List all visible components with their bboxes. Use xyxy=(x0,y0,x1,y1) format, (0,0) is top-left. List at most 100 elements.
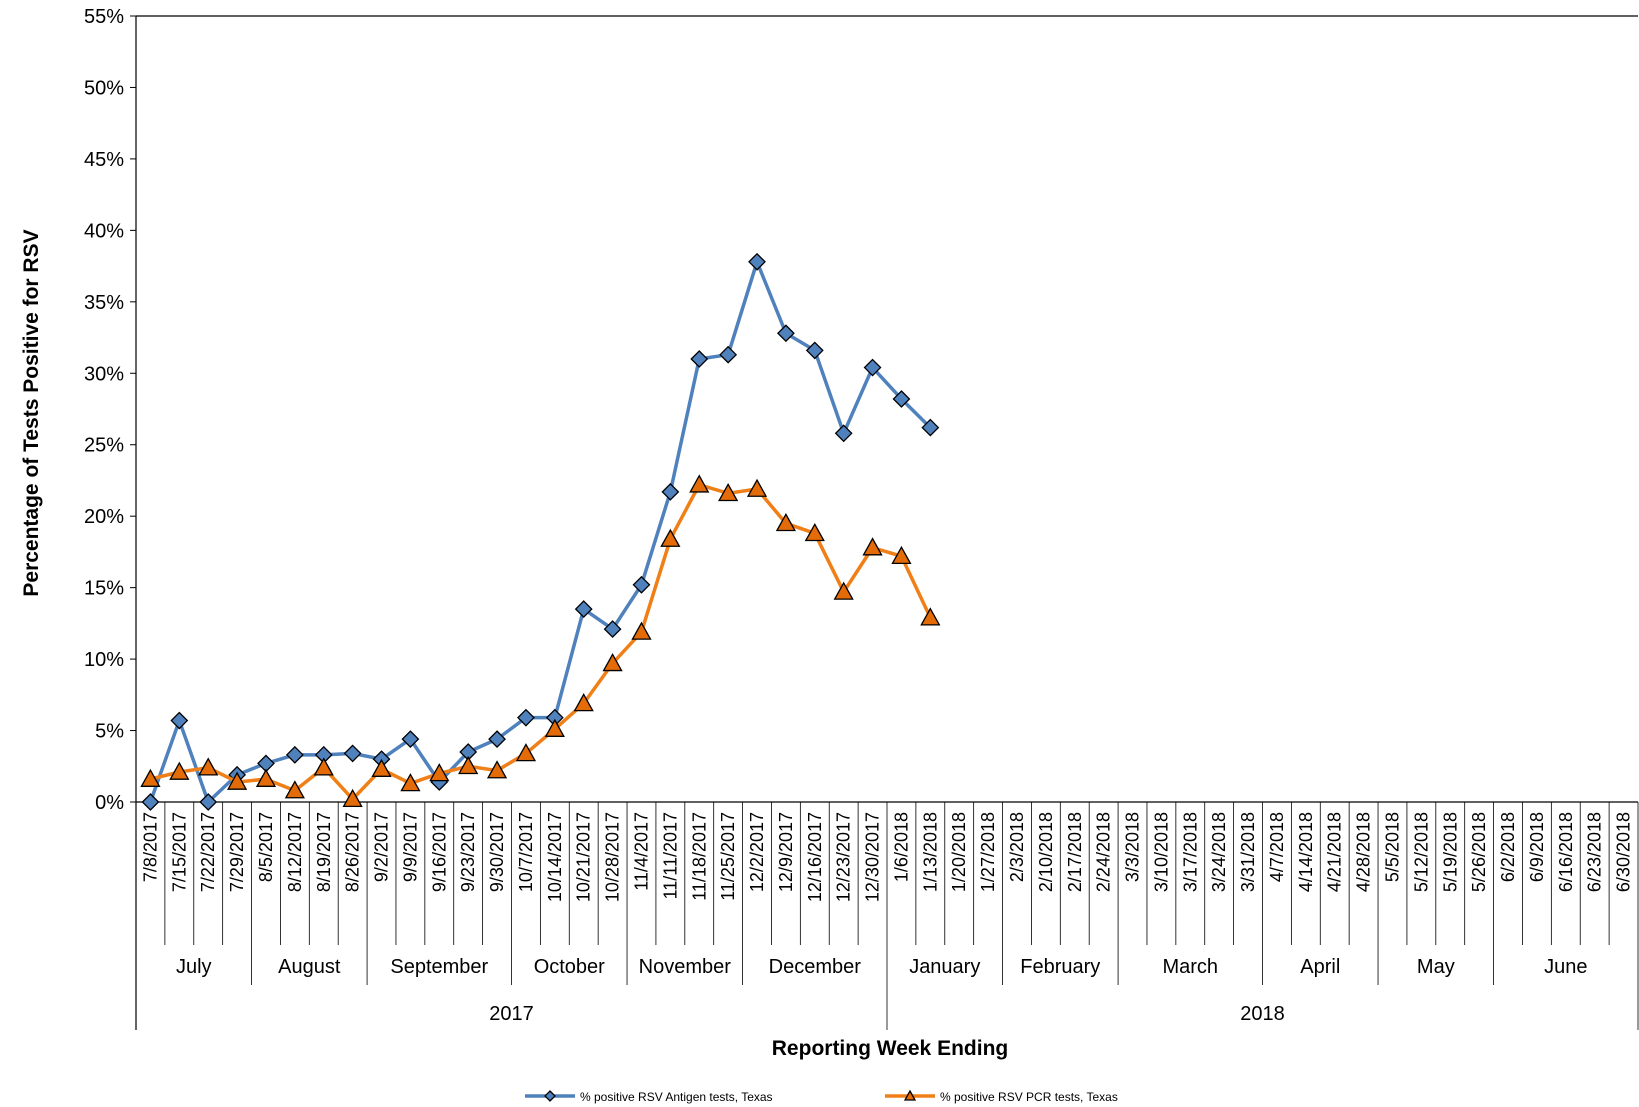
x-tick-label: 10/14/2017 xyxy=(545,812,565,902)
legend-swatch-marker xyxy=(544,1090,556,1102)
x-tick-label: 10/28/2017 xyxy=(603,812,623,902)
data-point-antigen xyxy=(141,793,160,811)
x-tick-label: 5/12/2018 xyxy=(1411,812,1431,892)
series-layer xyxy=(140,252,941,811)
x-tick-label: 11/11/2017 xyxy=(660,812,680,899)
x-tick-label: 1/27/2018 xyxy=(978,812,998,892)
x-tick-label: 2/3/2018 xyxy=(1007,812,1027,882)
x-tick-label: 2/24/2018 xyxy=(1094,812,1114,892)
y-tick-label: 10% xyxy=(84,649,124,671)
data-point-antigen xyxy=(690,350,709,368)
legend-item-pcr: % positive RSV PCR tests, Texas xyxy=(885,1089,1118,1104)
month-label: December xyxy=(769,956,862,978)
x-tick-label: 12/2/2017 xyxy=(747,812,767,892)
data-point-pcr xyxy=(689,474,710,493)
y-tick-label: 25% xyxy=(84,435,124,457)
data-point-pcr xyxy=(313,757,334,776)
series-pcr xyxy=(140,474,941,807)
data-point-pcr xyxy=(920,607,941,626)
data-point-pcr xyxy=(515,743,537,762)
y-tick-label: 20% xyxy=(84,506,124,528)
x-tick-label: 8/12/2017 xyxy=(285,812,305,892)
x-tick-label: 3/24/2018 xyxy=(1209,812,1229,892)
month-label: October xyxy=(534,956,605,978)
y-tick-label: 50% xyxy=(84,77,124,99)
month-label: November xyxy=(639,956,732,978)
data-point-antigen xyxy=(199,793,218,811)
x-tick-label: 3/31/2018 xyxy=(1238,812,1258,892)
data-point-antigen xyxy=(285,745,304,764)
x-tick-label: 6/9/2018 xyxy=(1527,812,1547,882)
x-tick-label: 9/16/2017 xyxy=(429,812,449,892)
x-tick-label: 8/26/2017 xyxy=(343,812,363,892)
x-tick-label: 3/17/2018 xyxy=(1180,812,1200,892)
data-point-pcr xyxy=(458,755,479,775)
month-label: May xyxy=(1417,956,1455,978)
data-point-pcr xyxy=(371,758,392,777)
data-point-pcr xyxy=(602,653,623,672)
data-point-pcr xyxy=(573,693,594,712)
data-point-pcr xyxy=(544,718,565,737)
month-label: June xyxy=(1544,956,1587,978)
legend-label: % positive RSV Antigen tests, Texas xyxy=(580,1090,773,1104)
x-tick-label: 6/23/2018 xyxy=(1585,812,1605,892)
x-tick-label: 7/22/2017 xyxy=(198,812,218,892)
x-tick-label: 8/19/2017 xyxy=(314,812,334,892)
x-tick-label: 12/30/2017 xyxy=(863,812,883,902)
x-tick-label: 6/16/2018 xyxy=(1556,812,1576,892)
y-tick-label: 5% xyxy=(95,721,124,743)
x-tick-label: 12/23/2017 xyxy=(834,812,854,902)
data-point-antigen xyxy=(805,341,824,360)
data-point-antigen xyxy=(748,252,766,271)
data-point-pcr xyxy=(429,763,450,782)
x-tick-label: 9/9/2017 xyxy=(400,812,420,882)
series-line-antigen xyxy=(148,260,932,804)
data-point-pcr xyxy=(804,522,825,542)
x-tick-label: 10/7/2017 xyxy=(516,812,536,892)
x-tick-label: 4/7/2018 xyxy=(1267,812,1287,882)
data-point-pcr xyxy=(140,768,161,787)
year-label: 2017 xyxy=(489,1003,534,1025)
x-tick-labels: 7/8/2017 7/15/2017 7/22/2017 7/29/2017 8/5/2… xyxy=(140,812,1633,902)
data-point-antigen xyxy=(834,424,853,443)
legend-item-antigen: % positive RSV Antigen tests, Texas xyxy=(525,1090,773,1104)
month-label: January xyxy=(909,956,980,978)
x-tick-label: 1/6/2018 xyxy=(891,812,911,882)
y-tick-label: 55% xyxy=(84,6,124,28)
data-point-antigen xyxy=(776,324,795,343)
data-point-pcr xyxy=(891,545,912,565)
x-tick-label: 4/21/2018 xyxy=(1325,812,1345,892)
x-tick-label: 9/30/2017 xyxy=(487,812,507,892)
x-tick-label: 3/10/2018 xyxy=(1151,812,1171,892)
month-label: August xyxy=(278,956,341,978)
x-tick-label: 11/25/2017 xyxy=(718,812,738,901)
legend: % positive RSV Antigen tests, Texas % pos… xyxy=(525,1089,1118,1104)
data-point-pcr xyxy=(775,512,797,532)
x-tick-label: 4/28/2018 xyxy=(1354,812,1374,892)
x-tick-label: 8/5/2017 xyxy=(256,812,276,882)
data-point-pcr xyxy=(746,478,768,497)
data-point-antigen xyxy=(921,418,940,437)
x-tick-label: 4/14/2018 xyxy=(1296,812,1316,892)
data-point-pcr xyxy=(833,581,854,600)
data-point-pcr xyxy=(631,621,652,640)
y-tick-label: 30% xyxy=(84,363,124,385)
data-point-pcr xyxy=(226,771,248,790)
x-group-labels: July August September October November Decemb… xyxy=(176,956,1587,1025)
data-point-pcr xyxy=(486,760,508,779)
data-point-pcr xyxy=(342,788,363,807)
x-tick-label: 2/10/2018 xyxy=(1036,812,1056,892)
x-tick-label: 5/5/2018 xyxy=(1382,812,1402,882)
month-label: March xyxy=(1162,956,1218,978)
data-point-pcr xyxy=(718,482,739,502)
data-point-antigen xyxy=(863,358,882,377)
x-tick-label: 5/26/2018 xyxy=(1469,812,1489,892)
x-tick-label: 10/21/2017 xyxy=(574,812,594,902)
x-tick-label: 6/2/2018 xyxy=(1498,812,1518,882)
data-point-antigen xyxy=(661,482,680,501)
axes-layer xyxy=(130,15,1639,1030)
data-point-pcr xyxy=(198,757,219,776)
x-tick-label: 7/29/2017 xyxy=(227,812,247,892)
y-tick-label: 45% xyxy=(84,149,124,171)
